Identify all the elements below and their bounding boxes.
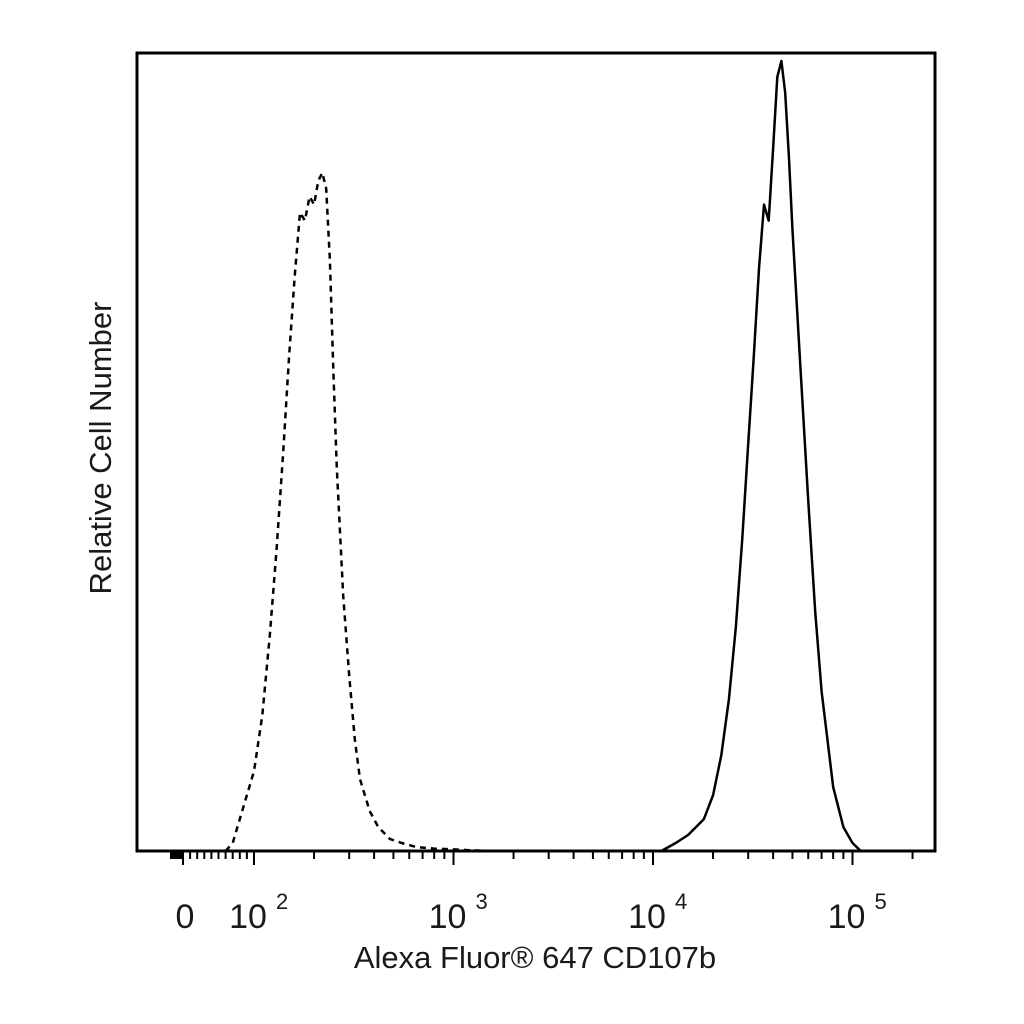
- x-tick-label-exponent: 4: [675, 889, 687, 914]
- x-tick-labels: 0 10 2 10 3 10 4 10 5: [176, 889, 887, 936]
- x-tick-label-exponent: 5: [875, 889, 887, 914]
- x-tick-label-exponent: 3: [476, 889, 488, 914]
- y-axis-label: Relative Cell Number: [83, 302, 118, 595]
- x-axis-label: Alexa Fluor® 647 CD107b: [354, 940, 716, 975]
- series-solid-line: [660, 59, 862, 853]
- x-tick-label-base: 10: [628, 898, 666, 936]
- x-tick-label: 10 2: [229, 889, 288, 936]
- x-axis-ticks: [170, 851, 914, 865]
- series-layer: [224, 59, 862, 853]
- x-tick-label-base: 10: [828, 898, 866, 936]
- series-dashed-line: [224, 171, 489, 853]
- x-tick-label: 10 4: [628, 889, 687, 936]
- x-tick-label: 10 5: [828, 889, 887, 936]
- x-tick-label: 10 3: [429, 889, 488, 936]
- x-tick-label: 0: [176, 898, 195, 936]
- x-tick-label-base: 0: [176, 898, 195, 936]
- plot-frame: [135, 51, 937, 853]
- x-tick-label-base: 10: [229, 898, 267, 936]
- x-tick-label-base: 10: [429, 898, 467, 936]
- x-tick-label-exponent: 2: [276, 889, 288, 914]
